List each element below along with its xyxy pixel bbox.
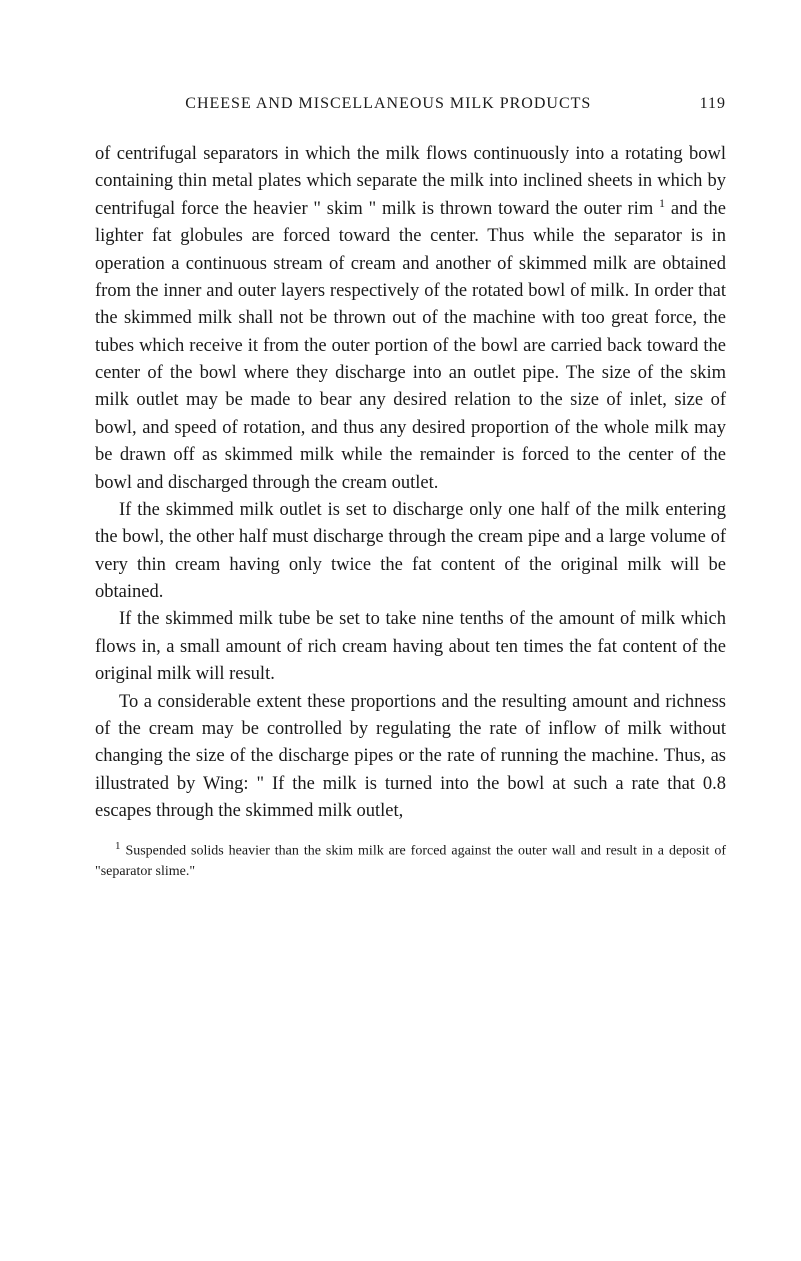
page-header: CHEESE AND MISCELLANEOUS MILK PRODUCTS 1… — [95, 95, 726, 113]
paragraph-2: If the skimmed milk outlet is set to dis… — [95, 497, 726, 607]
para1-part2: and the lighter fat globules are forced … — [95, 199, 726, 493]
paragraph-3: If the skimmed milk tube be set to take … — [95, 606, 726, 688]
body-text: of centrifugal separators in which the m… — [95, 141, 726, 825]
page-number: 119 — [700, 95, 726, 113]
paragraph-4: To a considerable extent these proportio… — [95, 689, 726, 826]
footnote: 1 Suspended solids heavier than the skim… — [95, 839, 726, 881]
para1-part1: of centrifugal separators in which the m… — [95, 144, 726, 219]
paragraph-1: of centrifugal separators in which the m… — [95, 141, 726, 497]
header-title: CHEESE AND MISCELLANEOUS MILK PRODUCTS — [185, 95, 591, 112]
footnote-text: Suspended solids heavier than the skim m… — [95, 844, 726, 879]
